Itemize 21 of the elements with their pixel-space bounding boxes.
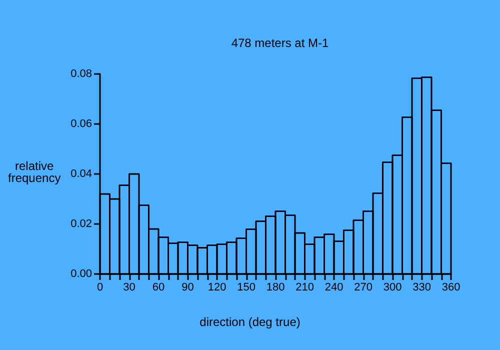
y-tick-label: 0.04 (70, 168, 92, 180)
x-tick-label: 300 (383, 282, 402, 294)
y-tick-label: 0.00 (70, 268, 92, 280)
y-tick-label: 0.02 (70, 218, 92, 230)
x-tick-label: 270 (354, 282, 372, 294)
y-axis-title: relative frequency (8, 159, 61, 185)
x-tick-label: 150 (237, 282, 256, 294)
x-tick-label: 360 (442, 282, 460, 294)
x-axis-title: direction (deg true) (200, 315, 300, 329)
y-tick-label: 0.08 (70, 68, 92, 80)
x-tick-label: 60 (152, 282, 165, 294)
x-tick-label: 30 (123, 282, 136, 294)
y-tick-label: 0.06 (70, 118, 92, 130)
x-tick-label: 210 (296, 282, 314, 294)
chart-title: 478 meters at M-1 (231, 36, 330, 50)
x-tick-label: 120 (208, 282, 226, 294)
x-tick-label: 180 (266, 282, 285, 294)
x-tick-label: 240 (324, 282, 344, 294)
x-tick-label: 0 (96, 282, 104, 294)
x-tick-label: 330 (412, 282, 431, 294)
x-tick-label: 90 (182, 282, 194, 294)
